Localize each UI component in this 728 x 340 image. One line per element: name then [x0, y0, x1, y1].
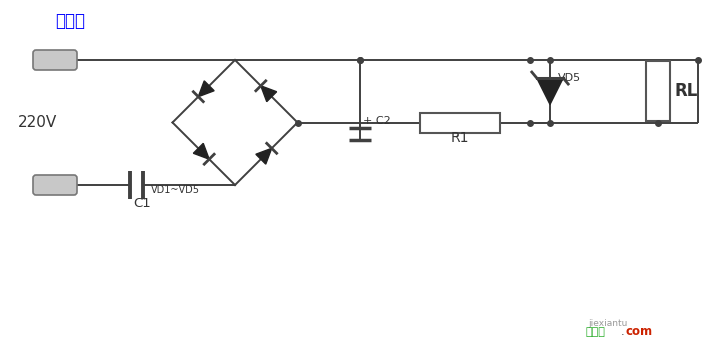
Text: 接线图: 接线图	[585, 327, 605, 337]
Polygon shape	[261, 86, 277, 102]
Text: VD1~VD5: VD1~VD5	[151, 185, 200, 195]
Text: com: com	[626, 325, 653, 338]
FancyBboxPatch shape	[33, 175, 77, 195]
Text: .: .	[621, 327, 625, 337]
Text: 220V: 220V	[18, 115, 58, 130]
Polygon shape	[194, 143, 209, 159]
FancyBboxPatch shape	[33, 50, 77, 70]
Bar	[646, 61, 670, 121]
Text: C1: C1	[133, 197, 151, 210]
Polygon shape	[198, 81, 214, 97]
Text: + C2: + C2	[363, 117, 391, 126]
Text: jiexiantu: jiexiantu	[588, 319, 628, 328]
Text: R1: R1	[451, 132, 470, 146]
Polygon shape	[256, 148, 272, 164]
Bar	[420, 113, 500, 133]
Text: VD5: VD5	[558, 73, 581, 83]
Polygon shape	[537, 78, 563, 104]
Text: RL: RL	[674, 82, 697, 100]
Text: 电路二: 电路二	[55, 12, 85, 30]
